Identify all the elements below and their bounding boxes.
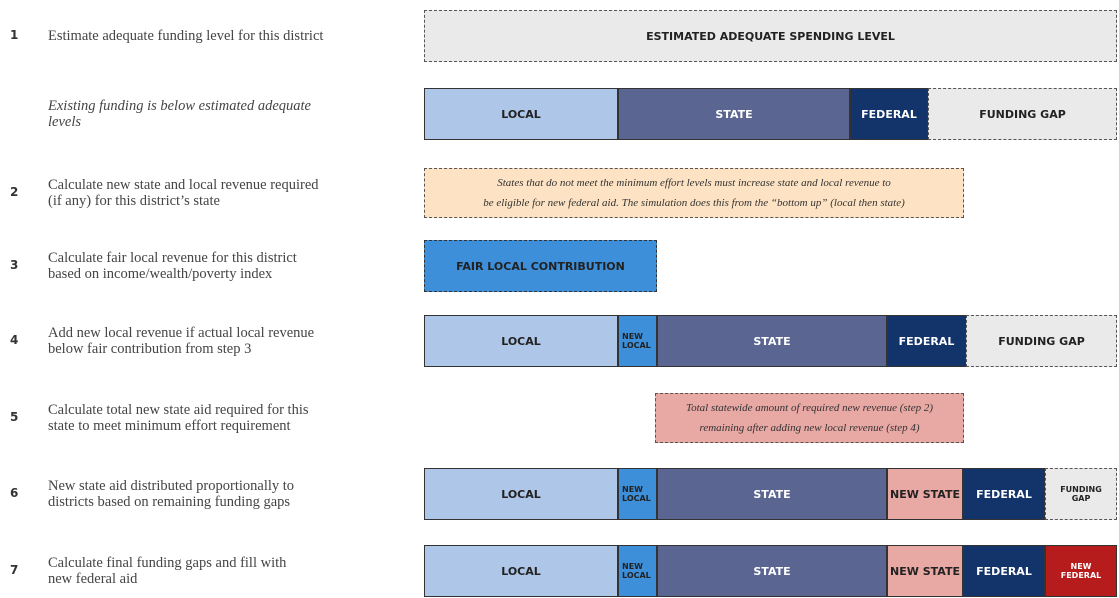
- text-line: FEDERAL: [976, 564, 1032, 578]
- bar-segment: NEW LOCAL: [618, 468, 657, 520]
- bar-segment: FEDERAL: [887, 315, 966, 367]
- text-line: STATE: [715, 107, 753, 121]
- bar-segment: STATE: [657, 315, 887, 367]
- text-line: FEDERAL: [976, 487, 1032, 501]
- bar-segment: FEDERAL: [963, 545, 1045, 597]
- text-line: NEW: [1070, 562, 1092, 571]
- text-line: Estimate adequate funding level for this…: [48, 28, 324, 44]
- note-box: Total statewide amount of required new r…: [655, 393, 964, 443]
- text-line: remaining after adding new local revenue…: [699, 422, 920, 434]
- text-line: LOCAL: [501, 334, 541, 348]
- step-description: Add new local revenue if actual local re…: [48, 325, 408, 357]
- text-line: Calculate final funding gaps and fill wi…: [48, 555, 287, 571]
- step-description: New state aid distributed proportionally…: [48, 478, 408, 510]
- note-box: States that do not meet the minimum effo…: [424, 168, 964, 218]
- text-line: state to meet minimum effort requirement: [48, 418, 291, 434]
- bar-segment: NEW FEDERAL: [1045, 545, 1117, 597]
- bar-segment: LOCAL: [424, 315, 618, 367]
- bar-segment: ESTIMATED ADEQUATE SPENDING LEVEL: [424, 10, 1117, 62]
- text-line: LOCAL: [501, 487, 541, 501]
- bar-segment: NEW STATE: [887, 545, 963, 597]
- step-number: 7: [10, 563, 19, 577]
- text-line: LOCAL: [622, 494, 651, 503]
- bar-segment: NEW LOCAL: [618, 545, 657, 597]
- bar-segment: FAIR LOCAL CONTRIBUTION: [424, 240, 657, 292]
- text-line: NEW STATE: [890, 564, 960, 578]
- bar-segment: FEDERAL: [850, 88, 928, 140]
- text-line: new federal aid: [48, 571, 138, 587]
- text-line: NEW STATE: [890, 487, 960, 501]
- text-line: below fair contribution from step 3: [48, 341, 252, 357]
- step-number: 3: [10, 258, 19, 272]
- text-line: (if any) for this district’s state: [48, 193, 220, 209]
- step-description: Calculate total new state aid required f…: [48, 402, 408, 434]
- text-line: ESTIMATED ADEQUATE SPENDING LEVEL: [646, 29, 895, 43]
- bar-segment: STATE: [618, 88, 850, 140]
- step-description: Calculate new state and local revenue re…: [48, 177, 408, 209]
- bar-segment: STATE: [657, 545, 887, 597]
- step-number: 5: [10, 410, 19, 424]
- bar-segment: FEDERAL: [963, 468, 1045, 520]
- text-line: FUNDING: [1060, 485, 1102, 494]
- step-number: 1: [10, 28, 19, 42]
- text-line: levels: [48, 114, 82, 130]
- text-line: districts based on remaining funding gap…: [48, 494, 291, 510]
- text-line: STATE: [753, 334, 791, 348]
- text-line: FEDERAL: [898, 334, 955, 348]
- step-description: Estimate adequate funding level for this…: [48, 28, 408, 44]
- bar-segment: FUNDING GAP: [1045, 468, 1117, 520]
- bar-segment: NEW STATE: [887, 468, 963, 520]
- text-line: GAP: [1071, 494, 1091, 503]
- text-line: STATE: [753, 564, 791, 578]
- bar-segment: FUNDING GAP: [928, 88, 1117, 140]
- text-line: Existing funding is below estimated adeq…: [48, 98, 311, 114]
- step-number: 2: [10, 185, 19, 199]
- step-description: Existing funding is below estimated adeq…: [48, 98, 408, 130]
- text-line: be eligible for new federal aid. The sim…: [483, 197, 905, 209]
- step-number: 4: [10, 333, 19, 347]
- bar-segment: LOCAL: [424, 468, 618, 520]
- text-line: Calculate total new state aid required f…: [48, 402, 309, 418]
- text-line: New state aid distributed proportionally…: [48, 478, 295, 494]
- text-line: LOCAL: [501, 107, 541, 121]
- text-line: based on income/wealth/poverty index: [48, 266, 273, 282]
- text-line: LOCAL: [622, 571, 651, 580]
- text-line: FUNDING GAP: [979, 107, 1066, 121]
- text-line: FAIR LOCAL CONTRIBUTION: [456, 259, 625, 273]
- bar-segment: LOCAL: [424, 545, 618, 597]
- text-line: NEW: [622, 332, 643, 341]
- text-line: NEW: [622, 485, 643, 494]
- bar-segment: STATE: [657, 468, 887, 520]
- text-line: FUNDING GAP: [998, 334, 1085, 348]
- text-line: LOCAL: [622, 341, 651, 350]
- text-line: STATE: [753, 487, 791, 501]
- bar-segment: FUNDING GAP: [966, 315, 1117, 367]
- text-line: FEDERAL: [1060, 571, 1102, 580]
- text-line: NEW: [622, 562, 643, 571]
- bar-segment: NEW LOCAL: [618, 315, 657, 367]
- bar-segment: LOCAL: [424, 88, 618, 140]
- text-line: FEDERAL: [861, 107, 917, 121]
- step-description: Calculate final funding gaps and fill wi…: [48, 555, 408, 587]
- step-description: Calculate fair local revenue for this di…: [48, 250, 408, 282]
- text-line: States that do not meet the minimum effo…: [497, 177, 891, 189]
- text-line: Calculate fair local revenue for this di…: [48, 250, 297, 266]
- step-number: 6: [10, 486, 19, 500]
- text-line: Calculate new state and local revenue re…: [48, 177, 319, 193]
- text-line: LOCAL: [501, 564, 541, 578]
- text-line: Add new local revenue if actual local re…: [48, 325, 315, 341]
- text-line: Total statewide amount of required new r…: [685, 402, 934, 414]
